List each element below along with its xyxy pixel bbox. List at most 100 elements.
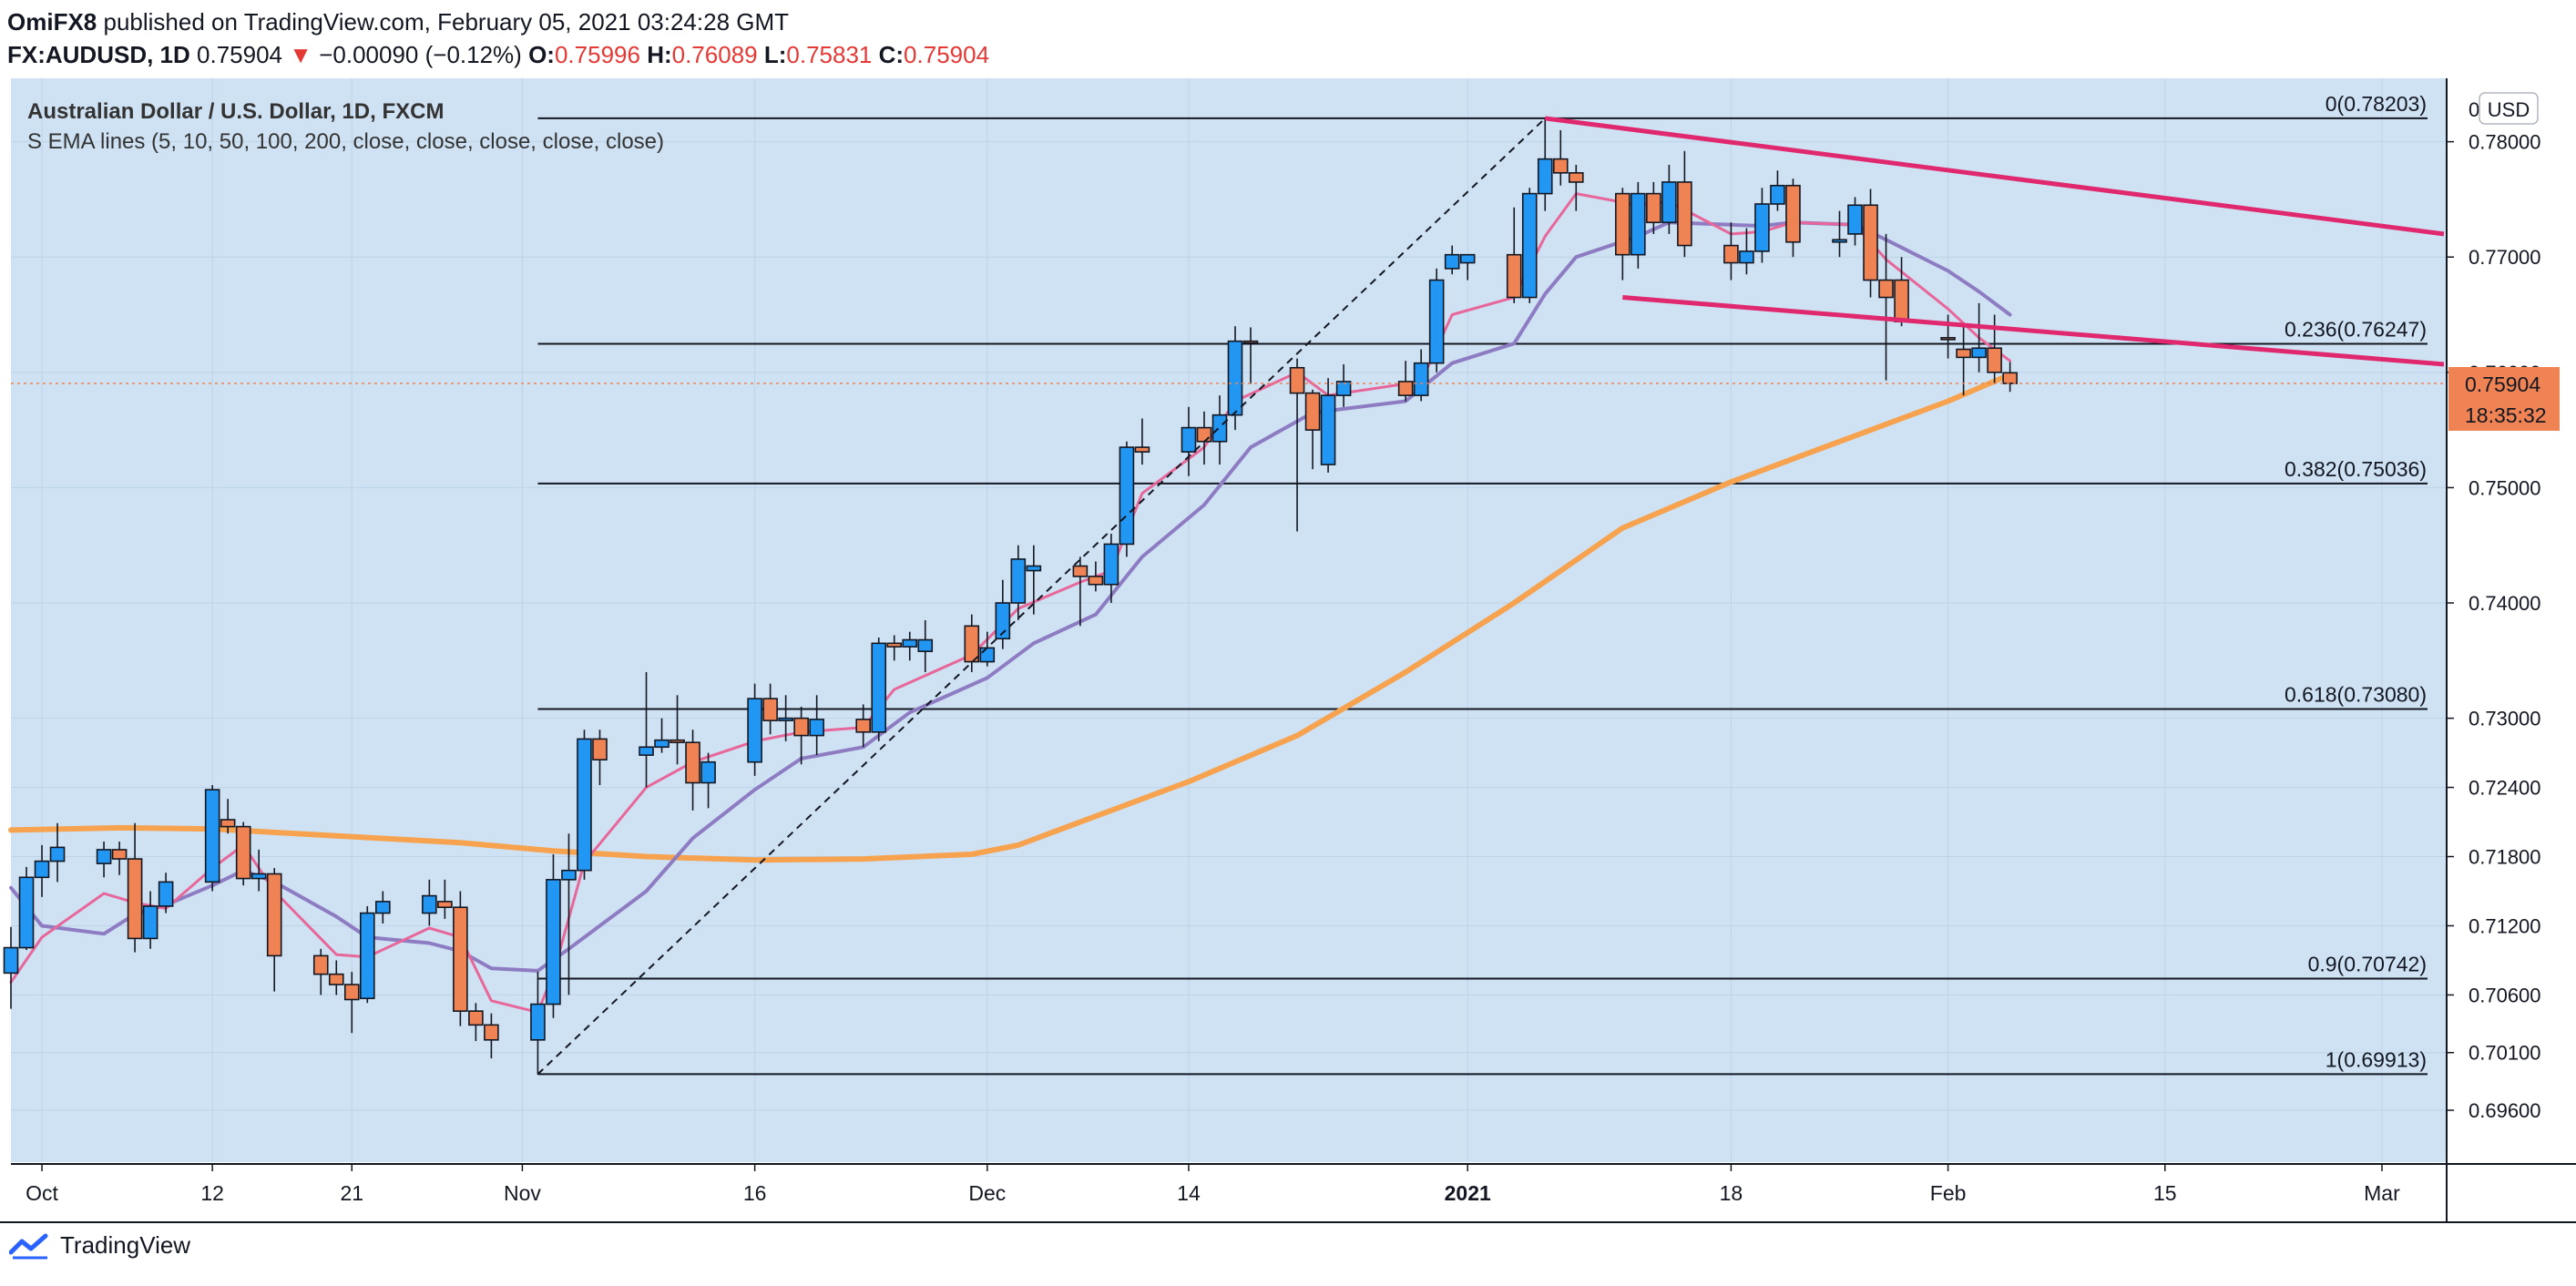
candle-down[interactable] <box>1615 188 1630 281</box>
candle-up[interactable] <box>1661 164 1677 234</box>
candle-up[interactable] <box>1335 363 1352 407</box>
candle-up[interactable] <box>871 637 887 741</box>
candle-down[interactable] <box>1506 207 1522 303</box>
candle-down[interactable] <box>762 683 778 735</box>
candle-down[interactable] <box>1723 222 1739 281</box>
candle-up[interactable] <box>96 842 112 878</box>
candle-up[interactable] <box>375 891 391 924</box>
candle-down[interactable] <box>1568 164 1584 211</box>
currency-button[interactable] <box>2479 92 2539 125</box>
candle-up[interactable] <box>1847 197 1863 246</box>
author-name[interactable]: OmiFX8 <box>7 8 97 36</box>
candle-up[interactable] <box>1459 253 1476 281</box>
candle-down[interactable] <box>793 706 809 765</box>
candle-up[interactable] <box>1227 326 1243 431</box>
candles[interactable] <box>3 118 2018 1075</box>
candle-down[interactable] <box>1552 129 1569 186</box>
candle-down[interactable] <box>886 635 903 661</box>
candle-up[interactable] <box>639 671 654 788</box>
candle-down[interactable] <box>453 891 468 1026</box>
candle-down[interactable] <box>468 1003 484 1042</box>
candle-up[interactable] <box>422 879 437 926</box>
candle-up[interactable] <box>1971 302 1987 373</box>
candle-down[interactable] <box>484 1013 499 1059</box>
candle-down[interactable] <box>437 879 453 919</box>
candle-up[interactable] <box>1119 441 1135 557</box>
candle-up[interactable] <box>995 579 1011 649</box>
candle-up[interactable] <box>1444 245 1460 275</box>
candle-down[interactable] <box>1646 181 1661 234</box>
candle-down[interactable] <box>220 799 236 834</box>
candle-up[interactable] <box>34 844 50 897</box>
candle-down[interactable] <box>685 730 700 811</box>
candle-down[interactable] <box>127 822 143 953</box>
candle-down[interactable] <box>1894 257 1909 327</box>
candle-up[interactable] <box>778 695 793 741</box>
candle-down[interactable] <box>1072 556 1089 627</box>
candle-up[interactable] <box>158 873 174 913</box>
time-scale[interactable]: Oct 12 21 Nov 16 Dec 14 2021 18 Feb 15 Mar <box>0 1163 2576 1223</box>
candle-down[interactable] <box>855 704 872 748</box>
candle-up[interactable] <box>654 718 670 753</box>
candle-down[interactable] <box>592 730 608 786</box>
candle-down[interactable] <box>964 614 980 672</box>
candle-down[interactable] <box>343 972 360 1034</box>
candle-up[interactable] <box>917 620 934 672</box>
candle-down[interactable] <box>111 842 128 875</box>
candle-down[interactable] <box>235 822 251 886</box>
candle-up[interactable] <box>1770 170 1785 211</box>
candle-up[interactable] <box>1181 406 1197 476</box>
candle-up[interactable] <box>142 891 158 949</box>
candle-up[interactable] <box>1103 534 1119 604</box>
candle-down[interactable] <box>1088 561 1104 592</box>
candle-down[interactable] <box>328 960 344 995</box>
price-scale[interactable]: 0.69600 0.70100 0.70600 0.71200 0.71800 0.724… <box>11 78 2576 1224</box>
candle-up[interactable] <box>250 849 267 892</box>
candle-up[interactable] <box>18 866 35 951</box>
candle-up[interactable] <box>1754 188 1770 263</box>
candle-up[interactable] <box>1428 268 1445 373</box>
candle-up[interactable] <box>1521 188 1538 303</box>
brand-name[interactable]: TradingView <box>60 1231 191 1259</box>
candle-up[interactable] <box>1211 395 1228 465</box>
candle-down[interactable] <box>1134 418 1150 465</box>
candle-up[interactable] <box>902 631 918 661</box>
candle-down[interactable] <box>1397 361 1414 402</box>
candle-down[interactable] <box>266 868 282 992</box>
candle-up[interactable] <box>546 853 561 1018</box>
candle-down[interactable] <box>312 948 329 995</box>
candle-up[interactable] <box>49 822 66 883</box>
candle-up[interactable] <box>1739 228 1754 275</box>
channel-lower-line[interactable] <box>1622 295 2445 367</box>
tradingview-logo-icon[interactable] <box>9 1232 51 1260</box>
candle-down[interactable] <box>670 695 685 765</box>
candle-down[interactable] <box>1677 150 1692 258</box>
candle-down[interactable] <box>1242 327 1259 384</box>
candle-up[interactable] <box>1320 378 1336 473</box>
candle-up[interactable] <box>204 785 220 892</box>
candle-up[interactable] <box>3 926 19 1009</box>
candle-down[interactable] <box>1304 389 1321 470</box>
candle-up[interactable] <box>530 972 546 1075</box>
candle-down[interactable] <box>1289 358 1305 532</box>
candle-up[interactable] <box>979 631 996 667</box>
last-price-badge[interactable] <box>2448 366 2560 431</box>
candle-up[interactable] <box>1413 349 1429 402</box>
candle-down[interactable] <box>2002 362 2018 393</box>
candle-down[interactable] <box>1785 179 1801 258</box>
candle-up[interactable] <box>1026 545 1042 615</box>
candle-up[interactable] <box>561 833 577 995</box>
fibonacci-retracement[interactable]: 0(0.78203) 0.236(0.76247) 0.382(0.75036) 0.… <box>537 92 2428 1076</box>
candle-up[interactable] <box>359 905 375 1004</box>
trend-lines[interactable] <box>537 116 2445 1076</box>
candle-up[interactable] <box>1010 545 1027 620</box>
candle-up[interactable] <box>747 683 762 776</box>
candle-up[interactable] <box>1630 181 1646 269</box>
candle-up[interactable] <box>809 695 824 756</box>
indicator-legend[interactable]: S EMA lines (5, 10, 50, 100, 200, close,… <box>27 129 664 154</box>
candle-up[interactable] <box>577 730 592 880</box>
channel-upper-line[interactable] <box>1544 116 2445 237</box>
candle-up[interactable] <box>700 752 716 809</box>
candle-up[interactable] <box>1537 118 1553 211</box>
fib-trend-line[interactable] <box>537 117 1546 1076</box>
